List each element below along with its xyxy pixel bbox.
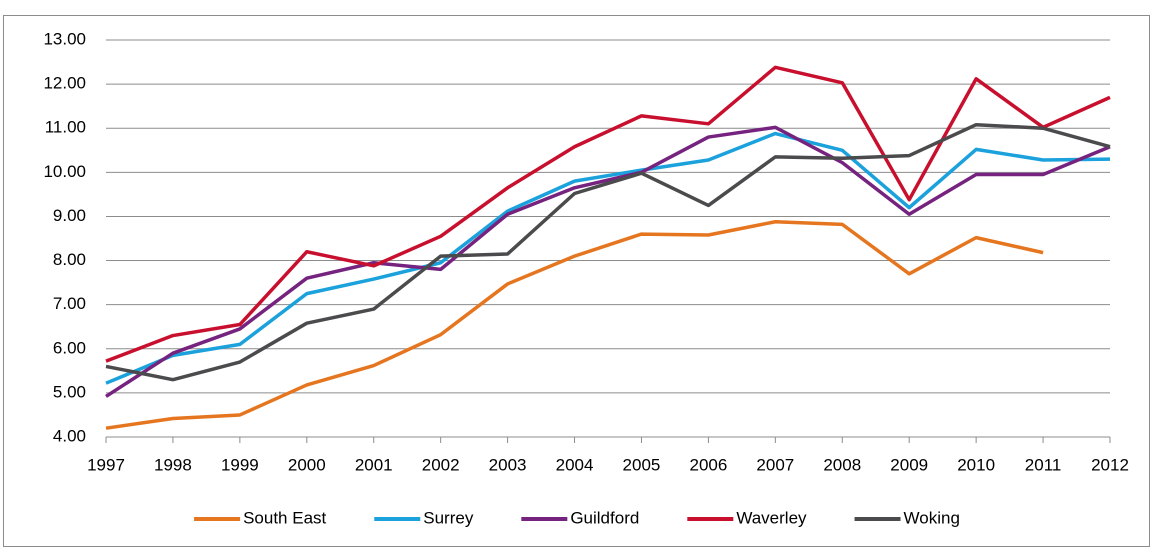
y-tick-label: 7.00 [53,294,86,313]
x-tick-label: 1998 [154,455,192,474]
x-tick-label: 2000 [288,455,326,474]
x-tick-label: 2009 [890,455,928,474]
x-tick-label: 2010 [957,455,995,474]
x-tick-label: 2011 [1025,455,1062,474]
legend-label: Guildford [570,508,639,527]
x-tick-label: 2005 [623,455,661,474]
series-line [105,131,1111,385]
chart-frame [3,15,1150,547]
y-tick-label: 6.00 [53,338,86,357]
legend-label: Waverley [736,508,807,527]
y-tick-label: 12.00 [43,74,86,93]
y-tick-label: 10.00 [43,162,86,181]
legend-label: Surrey [423,508,474,527]
legend-label: Woking [904,508,960,527]
y-tick-label: 8.00 [53,250,86,269]
x-tick-label: 2003 [489,455,527,474]
series-line [105,219,1044,430]
y-tick-label: 13.00 [43,29,86,48]
series-line [105,122,1111,382]
x-tick-label: 2012 [1091,455,1129,474]
x-tick-label: 2008 [823,455,861,474]
y-tick-label: 5.00 [53,382,86,401]
x-tick-label: 2001 [355,455,393,474]
x-tick-label: 2004 [556,455,594,474]
x-tick-label: 1997 [87,455,125,474]
x-tick-label: 2007 [756,455,794,474]
y-tick-label: 11.00 [45,118,86,137]
y-tick-label: 9.00 [53,206,86,225]
y-tick-label: 4.00 [53,426,86,445]
x-tick-label: 2002 [422,455,460,474]
x-tick-label: 1999 [221,455,259,474]
series-line [105,125,1111,398]
legend-label: South East [243,508,326,527]
x-tick-label: 2006 [689,455,727,474]
